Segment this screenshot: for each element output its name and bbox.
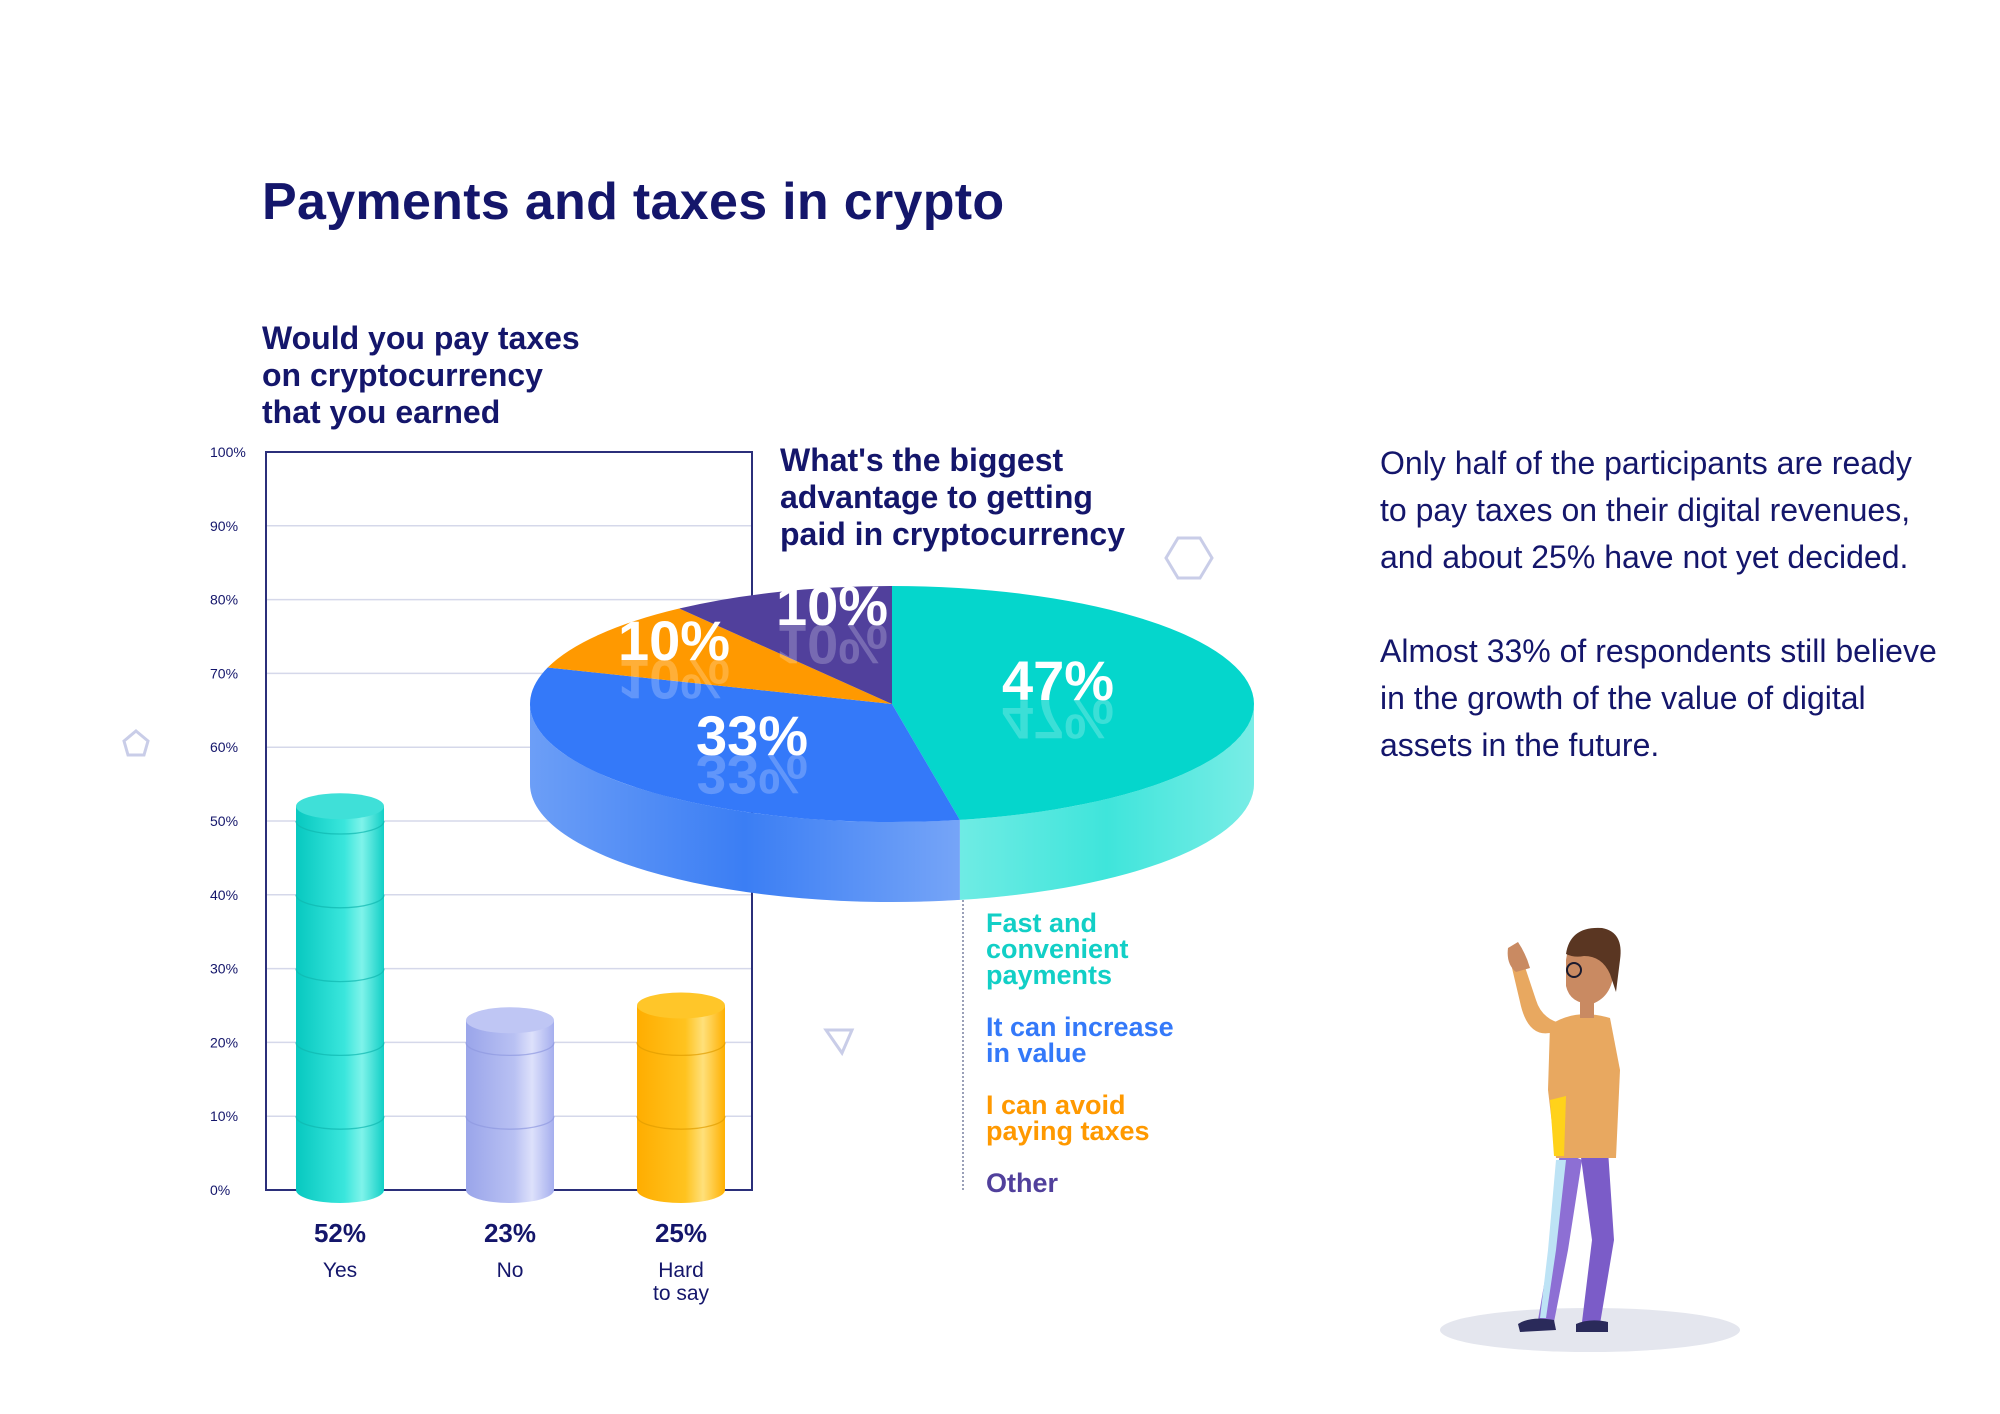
pie-slice-3: [679, 586, 892, 704]
bar-ring: [295, 894, 385, 909]
bar-yes: [295, 793, 385, 1203]
person-torso: [1548, 1014, 1620, 1158]
person-hair: [1566, 927, 1621, 992]
bar-chart-title: Would you pay taxes on cryptocurrency th…: [262, 320, 682, 431]
bar-top: [637, 992, 725, 1019]
person-leg-front: [1580, 1150, 1614, 1324]
pie-chart-title: What's the biggest advantage to getting …: [780, 442, 1200, 553]
bar-series: [295, 793, 726, 1203]
legend-label: It can increase: [986, 1012, 1174, 1042]
y-tick-label: 50%: [210, 813, 238, 829]
pie-side-shade: [530, 704, 960, 902]
bar-no: [465, 1007, 555, 1203]
bar-ring: [636, 1042, 726, 1057]
y-tick-label: 70%: [210, 665, 238, 681]
pie-value-reflection: 10%: [776, 613, 888, 676]
legend-label: convenient: [986, 934, 1129, 964]
pentagon-decoration-icon: [122, 729, 150, 757]
triangle-decoration-icon: [823, 1028, 855, 1057]
bar-ring: [295, 1116, 385, 1130]
bar-value-label: 25%: [655, 1218, 707, 1248]
pie-slice-2: [547, 608, 892, 704]
bar-chart-title-line: on cryptocurrency: [262, 357, 543, 393]
y-tick-label: 100%: [210, 444, 246, 460]
person-arm: [1512, 964, 1564, 1034]
y-tick-label: 80%: [210, 592, 238, 608]
hexagon-decoration-icon: [1164, 536, 1214, 580]
y-tick-label: 0%: [210, 1182, 230, 1198]
pie-chart-title-line: What's the biggest: [780, 442, 1064, 478]
y-tick-label: 40%: [210, 887, 238, 903]
pie-value-reflection: 33%: [696, 743, 808, 806]
page-title: Payments and taxes in crypto: [262, 173, 1005, 231]
pie-side-shade: [959, 704, 1254, 900]
pie-value-label: 33%: [696, 704, 808, 767]
person-leg-highlight: [1540, 1160, 1566, 1318]
bar-value-label: 52%: [314, 1218, 366, 1248]
pie-slice-0: [892, 586, 1255, 820]
bar-chart-title-line: Would you pay taxes: [262, 320, 580, 356]
legend-label: Other: [986, 1168, 1059, 1198]
legend-divider: [962, 900, 964, 1190]
pie-chart-title-line: paid in cryptocurrency: [780, 516, 1125, 552]
pie-slices: [529, 586, 1255, 822]
bar-value-label: 23%: [484, 1218, 536, 1248]
bar-chart-title-line: that you earned: [262, 394, 501, 430]
bar-y-axis: 0% 10% 20% 30% 40% 50% 60% 70% 80% 90% 100%: [210, 444, 246, 1198]
summary-paragraph: Almost 33% of respondents still believe …: [1380, 633, 1937, 763]
bar-ring: [295, 968, 385, 983]
pie-value-labels: 47%47%33%33%10%10%10%10%: [618, 574, 1114, 806]
bar-category-label: Yes: [323, 1259, 357, 1282]
bar-ring: [465, 1116, 555, 1130]
legend-item-fast-payments: Fast and convenient payments: [986, 908, 1246, 990]
legend-item-avoid-taxes: I can avoid paying taxes: [986, 1090, 1246, 1146]
y-tick-label: 10%: [210, 1108, 238, 1124]
decorations: [122, 536, 1214, 1057]
bar-ring: [295, 820, 385, 835]
legend-item-increase-value: It can increase in value: [986, 1012, 1246, 1068]
y-tick-label: 30%: [210, 961, 238, 977]
pie-sides: [530, 704, 1254, 902]
legend-label: in value: [986, 1038, 1087, 1068]
bar-ring: [636, 1116, 726, 1130]
pie-value-label: 10%: [776, 574, 888, 637]
bar-ring: [295, 1042, 385, 1057]
legend-label: Fast and: [986, 908, 1098, 938]
y-tick-label: 90%: [210, 518, 238, 534]
bar-top: [296, 793, 384, 820]
person-hand: [1507, 942, 1530, 972]
legend-item-other: Other: [986, 1168, 1246, 1198]
person-illustration: [1440, 927, 1740, 1352]
bar-body: [466, 1020, 554, 1203]
bar-top: [466, 1007, 554, 1034]
pie-value-reflection: 47%: [1002, 688, 1114, 751]
pie-value-label: 47%: [1002, 649, 1114, 712]
bar-body: [637, 1005, 725, 1203]
y-tick-label: 20%: [210, 1034, 238, 1050]
legend-label: payments: [986, 960, 1113, 990]
bar-body: [296, 806, 384, 1203]
bar-category-label: to say: [653, 1282, 710, 1305]
bar-category-label: Hard: [658, 1259, 704, 1282]
summary-paragraph: Only half of the participants are ready …: [1380, 445, 1912, 575]
pie-value-reflection: 10%: [618, 648, 730, 711]
y-tick-label: 60%: [210, 739, 238, 755]
person-shoe: [1518, 1318, 1556, 1332]
pie-chart-title-line: advantage to getting: [780, 479, 1093, 515]
pie-value-label: 10%: [618, 609, 730, 672]
summary-text: Only half of the participants are ready …: [1380, 440, 1940, 816]
bar-category-label: No: [497, 1259, 524, 1282]
bar-hard-to-say: [636, 992, 726, 1203]
person-shirt-accent: [1550, 1096, 1566, 1156]
legend-label: paying taxes: [986, 1116, 1150, 1146]
bar-ring: [465, 1042, 555, 1057]
legend-label: I can avoid: [986, 1090, 1126, 1120]
glasses-icon: [1566, 962, 1582, 978]
person-shoe: [1576, 1320, 1608, 1332]
pie-slice-1: [529, 667, 960, 822]
